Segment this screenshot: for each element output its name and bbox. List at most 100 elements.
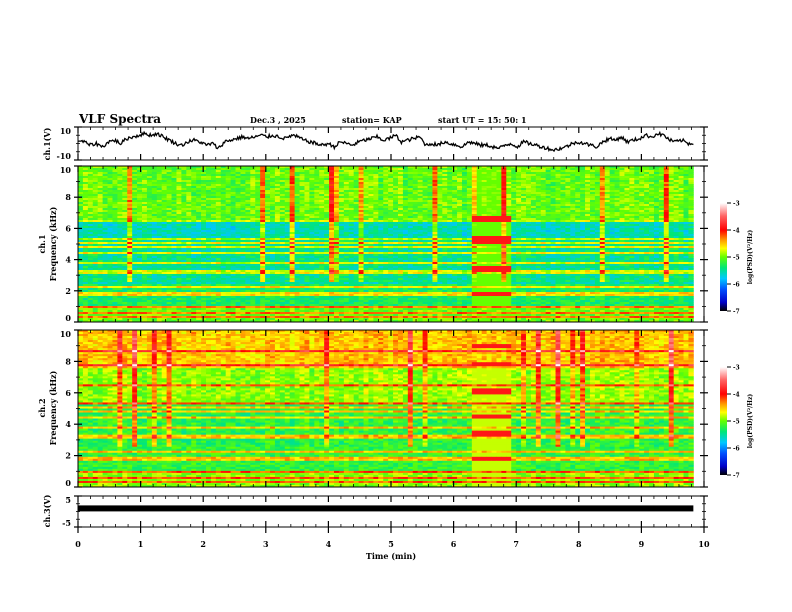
- spectrogram-cell: [196, 190, 202, 193]
- spectrogram-cell: [82, 178, 89, 181]
- spectrogram-cell: [151, 176, 158, 179]
- spectrogram-cell: [191, 176, 197, 179]
- spectrogram-cell: [535, 178, 542, 181]
- spectrogram-cell: [274, 210, 281, 213]
- spectrogram-cell: [299, 184, 305, 187]
- spectrogram-cell: [181, 178, 187, 181]
- spectrogram-cell: [82, 244, 89, 247]
- spectrogram-cell: [309, 226, 315, 229]
- spectrogram-cell: [457, 236, 463, 239]
- spectrogram-cell: [348, 244, 355, 247]
- spectrogram-cell: [201, 234, 207, 237]
- spectrogram-cell: [486, 194, 492, 197]
- spectrogram-cell: [102, 206, 108, 209]
- spectrogram-cell: [289, 178, 295, 181]
- spectrogram-cell: [368, 240, 374, 243]
- spectrogram-cell: [166, 228, 172, 231]
- spectrogram-cell: [210, 166, 217, 169]
- spectrogram-cell: [599, 218, 606, 221]
- spectrogram-cell: [319, 210, 325, 213]
- spectrogram-cell: [575, 192, 581, 195]
- spectrogram-cell: [683, 216, 689, 219]
- spectrogram-cell: [604, 244, 611, 247]
- spectrogram-cell: [245, 208, 251, 211]
- spectrogram-cell: [333, 242, 340, 245]
- spectrogram-cell: [516, 190, 522, 193]
- spectrogram-cell: [255, 208, 261, 211]
- spectrogram-cell: [166, 198, 172, 201]
- spectrogram-cell: [269, 190, 276, 193]
- spectrogram-cell: [481, 198, 487, 201]
- spectrogram-cell: [393, 210, 399, 213]
- spectrogram-cell: [137, 200, 143, 203]
- spectrogram-cell: [580, 192, 586, 195]
- spectrogram-cell: [161, 230, 168, 233]
- spectrogram-cell: [289, 230, 295, 233]
- spectrogram-cell: [589, 178, 596, 181]
- spectrogram-cell: [393, 202, 399, 205]
- spectrogram-cell: [614, 188, 620, 191]
- spectrogram-cell: [373, 200, 379, 203]
- spectrogram-cell: [589, 220, 596, 223]
- spectrogram-cell: [580, 210, 586, 213]
- spectrogram-cell: [117, 242, 123, 245]
- spectrogram-cell: [309, 214, 315, 217]
- spectrogram-cell: [358, 220, 364, 223]
- spectrogram-cell: [516, 200, 522, 203]
- spectrogram-cell: [466, 180, 473, 183]
- spectrogram-cell: [521, 190, 527, 193]
- spectrogram-cell: [304, 220, 310, 223]
- spectrogram-cell: [442, 212, 448, 215]
- spectrogram-cell: [82, 234, 89, 237]
- spectrogram-cell: [186, 210, 192, 213]
- spectrogram-cell: [225, 206, 232, 209]
- spectrogram-cell: [343, 180, 350, 183]
- spectrogram-cell: [565, 212, 571, 215]
- spectrogram-cell: [343, 196, 350, 199]
- spectrogram-cell: [476, 182, 483, 185]
- spectrogram-cell: [678, 242, 684, 245]
- spectrogram-cell: [688, 194, 694, 197]
- spectrogram-cell: [87, 178, 94, 181]
- spectrogram-cell: [397, 194, 404, 197]
- spectrogram-cell: [427, 220, 433, 223]
- spectrogram-cell: [501, 194, 507, 197]
- spectrogram-cell: [82, 214, 89, 217]
- spectrogram-cell: [78, 216, 84, 219]
- spectrogram-cell: [329, 238, 335, 241]
- spectrogram-cell: [589, 230, 596, 233]
- spectrogram-cell: [87, 186, 94, 189]
- spectrogram-cell: [112, 172, 118, 175]
- spectrogram-cell: [496, 218, 502, 221]
- spectrogram-cell: [555, 214, 561, 217]
- spectrogram-cell: [210, 202, 217, 205]
- spectrogram-cell: [585, 176, 591, 179]
- spectrogram-cell: [530, 212, 537, 215]
- spectrogram-cell: [348, 210, 355, 213]
- spectrogram-cell: [634, 226, 640, 229]
- spectrogram-cell: [417, 200, 423, 203]
- spectrogram-cell: [496, 188, 502, 191]
- spectrogram-cell: [580, 232, 586, 235]
- spectrogram-cell: [476, 230, 483, 233]
- spectrogram-cell: [481, 166, 487, 169]
- spectrogram-cell: [196, 194, 202, 197]
- spectrogram-cell: [614, 208, 620, 211]
- spectrogram-cell: [368, 174, 374, 177]
- spectrogram-cell: [461, 188, 468, 191]
- spectrogram-cell: [235, 202, 241, 205]
- spectrogram-cell: [230, 166, 236, 169]
- spectrogram-cell: [575, 240, 581, 243]
- spectrogram-cell: [309, 180, 315, 183]
- spectrogram-cell: [314, 196, 320, 199]
- spectrogram-cell: [683, 194, 689, 197]
- spectrogram-cell: [215, 198, 222, 201]
- spectrogram-cell: [461, 226, 468, 229]
- spectrogram-cell: [639, 198, 645, 201]
- spectrogram-cell: [437, 226, 443, 229]
- spectrogram-cell: [245, 176, 251, 179]
- spectrogram-cell: [191, 180, 197, 183]
- spectrogram-cell: [688, 206, 694, 209]
- spectrogram-cell: [235, 172, 241, 175]
- spectrogram-cell: [117, 176, 123, 179]
